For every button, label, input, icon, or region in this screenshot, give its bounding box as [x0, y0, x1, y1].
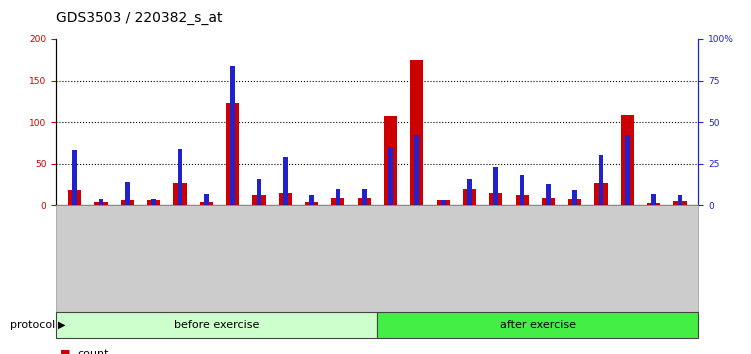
Bar — [599, 155, 604, 205]
Bar — [467, 179, 472, 205]
Bar — [463, 189, 476, 205]
Bar — [362, 189, 366, 205]
Bar — [309, 195, 314, 205]
Bar — [283, 157, 288, 205]
Bar — [415, 136, 419, 205]
Bar — [595, 183, 608, 205]
Text: ■: ■ — [60, 349, 71, 354]
Bar — [68, 190, 81, 205]
Bar — [95, 202, 107, 205]
Bar — [279, 193, 292, 205]
Bar — [542, 198, 555, 205]
Bar — [147, 200, 160, 205]
Bar — [305, 202, 318, 205]
Bar — [647, 203, 660, 205]
Bar — [410, 60, 424, 205]
Bar — [436, 200, 450, 205]
Bar — [572, 190, 577, 205]
Bar — [674, 201, 686, 205]
Text: before exercise: before exercise — [174, 320, 260, 330]
Bar — [357, 198, 371, 205]
Bar — [151, 199, 156, 205]
Bar — [515, 195, 529, 205]
Bar — [121, 200, 134, 205]
Bar — [489, 193, 502, 205]
Bar — [178, 149, 182, 205]
Bar — [98, 199, 104, 205]
Bar — [625, 136, 630, 205]
Bar — [621, 115, 634, 205]
Bar — [546, 184, 550, 205]
Bar — [72, 150, 77, 205]
Text: protocol: protocol — [10, 320, 55, 330]
Bar — [520, 175, 524, 205]
Bar — [384, 116, 397, 205]
Bar — [569, 199, 581, 205]
Bar — [204, 194, 209, 205]
Bar — [493, 167, 498, 205]
Bar — [388, 147, 393, 205]
Text: ▶: ▶ — [58, 320, 65, 330]
Bar — [200, 202, 213, 205]
Bar — [336, 189, 340, 205]
Bar — [331, 198, 345, 205]
Bar — [226, 103, 240, 205]
Text: count: count — [77, 349, 109, 354]
Text: GDS3503 / 220382_s_at: GDS3503 / 220382_s_at — [56, 11, 223, 25]
Bar — [677, 195, 683, 205]
Bar — [651, 194, 656, 205]
Text: after exercise: after exercise — [500, 320, 576, 330]
Bar — [441, 200, 445, 205]
Bar — [125, 182, 130, 205]
Bar — [252, 195, 266, 205]
Bar — [231, 65, 235, 205]
Bar — [257, 179, 261, 205]
Bar — [173, 183, 186, 205]
